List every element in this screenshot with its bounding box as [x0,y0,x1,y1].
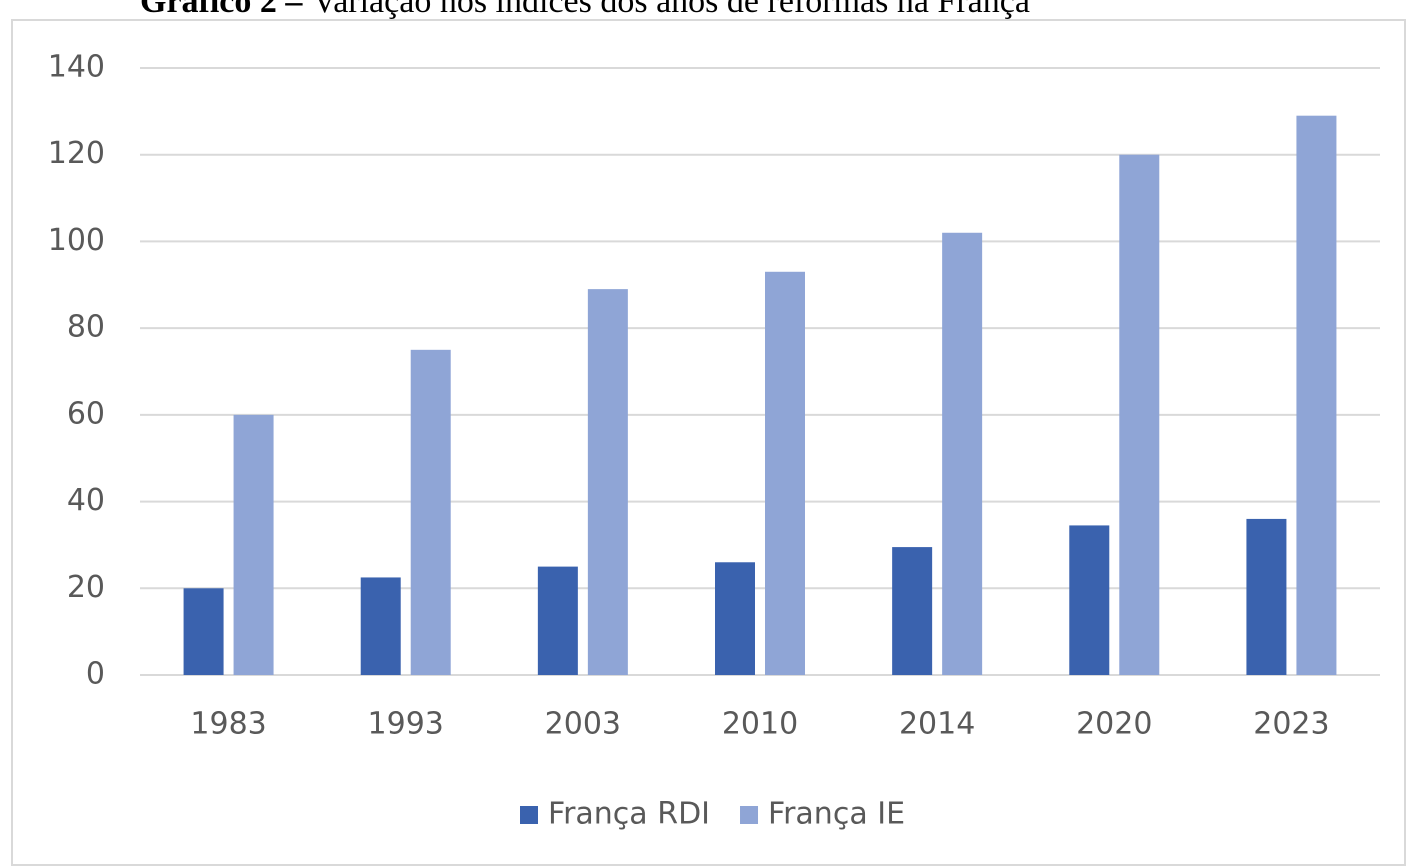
bar [1119,154,1160,675]
bar [1296,115,1337,675]
x-tick-label: 2023 [1253,707,1329,742]
chart-title-number: Gráfico 2 – [140,0,303,20]
legend-label: França RDI [548,797,710,832]
bar [360,577,401,675]
x-tick-label: 2014 [899,707,975,742]
bar [892,547,933,675]
bar [183,588,224,675]
x-tick-label: 2003 [545,707,621,742]
y-tick-label: 40 [67,483,105,518]
x-tick-label: 2020 [1076,707,1152,742]
y-tick-label: 100 [48,223,105,258]
bar [765,271,805,675]
legend-swatch [520,806,538,824]
x-tick-label: 2010 [722,707,798,742]
bar [537,566,578,675]
chart-title: Variação nos índices dos anos de reforma… [312,0,1030,20]
bar [715,562,755,675]
y-tick-label: 60 [67,396,105,431]
bar [233,414,274,675]
x-tick-label: 1983 [190,707,266,742]
y-tick-label: 20 [67,570,105,605]
legend-label: França IE [768,797,905,832]
y-tick-label: 120 [48,136,105,171]
legend-swatch [740,806,759,824]
y-tick-label: 140 [48,50,105,85]
bar [1069,525,1110,675]
x-tick-label: 1993 [368,707,444,742]
bar [410,349,451,675]
y-tick-label: 80 [67,310,105,345]
bar [1246,518,1287,675]
bar [587,289,628,675]
y-tick-label: 0 [86,657,105,692]
bar [942,232,983,675]
